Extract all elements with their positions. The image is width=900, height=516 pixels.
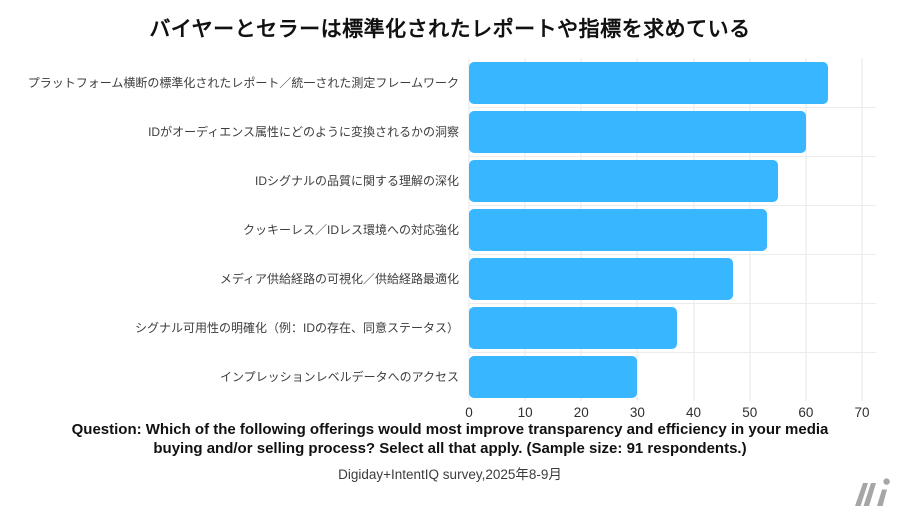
row-separator: [469, 107, 876, 108]
x-tick-label: 0: [465, 405, 473, 420]
row-separator: [469, 352, 876, 353]
category-label: プラットフォーム横断の標準化されたレポート／統一された測定フレームワーク: [27, 76, 459, 90]
bar: [469, 159, 778, 202]
bar: [469, 355, 638, 398]
x-tick-label: 10: [517, 405, 533, 420]
bar-row: メディア供給経路の可視化／供給経路最適化: [22, 254, 900, 303]
chart-footer: Question: Which of the following offerin…: [22, 421, 878, 483]
x-tick-label: 40: [686, 405, 702, 420]
bar-row: インプレッションレベルデータへのアクセス: [22, 352, 900, 401]
x-axis: 0 10 20 30 40 50 60 70: [465, 405, 869, 423]
gridline: [861, 58, 863, 401]
x-tick-label: 60: [798, 405, 814, 420]
bar-rows: プラットフォーム横断の標準化されたレポート／統一された測定フレームワーク IDがオ…: [22, 58, 900, 401]
source-text: Digiday+IntentIQ survey,2025年8-9月: [338, 466, 562, 482]
bar: [469, 61, 829, 104]
media-innovation-logo-icon: [852, 473, 894, 511]
bar-track: [469, 159, 862, 202]
question-text-line-2: buying and/or selling process? Select al…: [153, 439, 747, 457]
row-separator: [469, 254, 876, 255]
category-label: インプレッションレベルデータへのアクセス: [219, 370, 459, 384]
bar-row: IDシグナルの品質に関する理解の深化: [22, 156, 900, 205]
category-label: メディア供給経路の可視化／供給経路最適化: [219, 272, 459, 286]
bar-row: シグナル可用性の明確化（例：IDの存在、同意ステータス）: [22, 303, 900, 352]
category-label: IDがオーディエンス属性にどのように変換されるかの洞察: [148, 125, 459, 139]
x-tick-label: 20: [573, 405, 589, 420]
bar-row: クッキーレス／IDレス環境への対応強化: [22, 205, 900, 254]
bar: [469, 257, 733, 300]
bar-track: [469, 257, 862, 300]
category-label: IDシグナルの品質に関する理解の深化: [254, 174, 459, 188]
row-separator: [469, 205, 876, 206]
chart-page: バイヤーとセラーは標準化されたレポートや指標を求めている プラットフォーム横断の…: [22, 13, 878, 483]
bar: [469, 306, 677, 349]
horizontal-bar-chart: プラットフォーム横断の標準化されたレポート／統一された測定フレームワーク IDがオ…: [22, 58, 900, 420]
bar: [469, 208, 767, 251]
bar-row: IDがオーディエンス属性にどのように変換されるかの洞察: [22, 107, 900, 156]
bar-track: [469, 355, 862, 398]
x-tick-label: 30: [629, 405, 645, 420]
bar: [469, 110, 806, 153]
bar-track: [469, 208, 862, 251]
gridline: [805, 58, 807, 401]
x-tick-label: 70: [854, 405, 870, 420]
bar-track: [469, 61, 862, 104]
category-label: クッキーレス／IDレス環境への対応強化: [242, 223, 459, 237]
x-tick-label: 50: [742, 405, 758, 420]
row-separator: [469, 303, 876, 304]
category-label: シグナル可用性の明確化（例：IDの存在、同意ステータス）: [134, 321, 459, 335]
bar-track: [469, 110, 862, 153]
question-text-line-1: Question: Which of the following offerin…: [71, 421, 829, 438]
bar-track: [469, 306, 862, 349]
chart-title: バイヤーとセラーは標準化されたレポートや指標を求めている: [149, 18, 751, 41]
row-separator: [469, 156, 876, 157]
bar-row: プラットフォーム横断の標準化されたレポート／統一された測定フレームワーク: [22, 58, 900, 107]
